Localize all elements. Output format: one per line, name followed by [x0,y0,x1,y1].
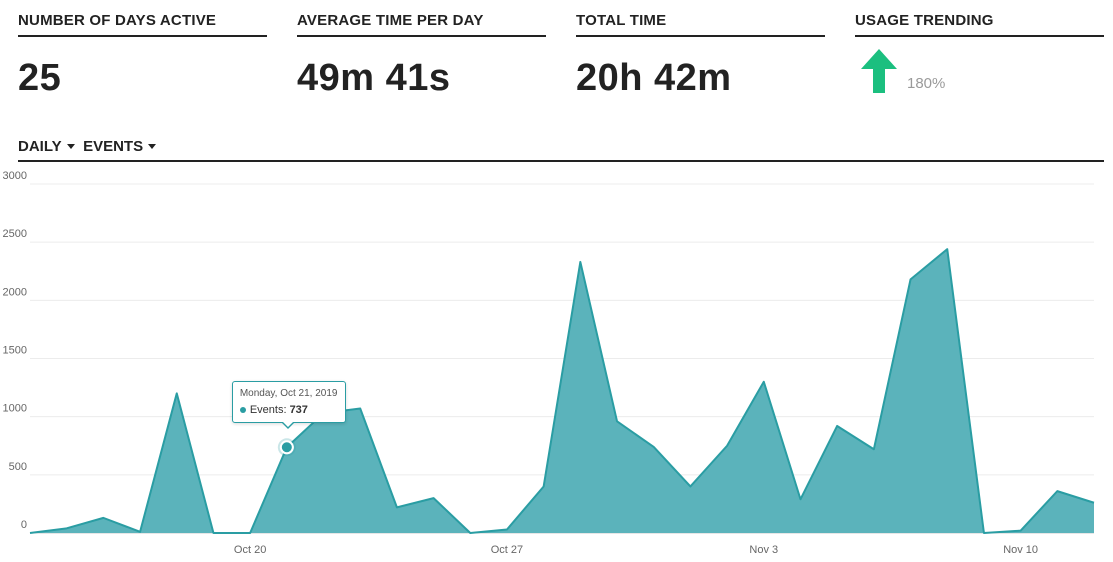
y-tick-label: 1500 [3,345,27,357]
stat-label: AVERAGE TIME PER DAY [297,0,546,37]
tooltip-pointer-inner [281,421,294,428]
stat-value: 49m 41s [297,57,451,99]
highlight-marker [279,440,294,455]
stat-value: 20h 42m [576,57,732,99]
tooltip-series-label: Events: [249,404,287,417]
tooltip-date: Monday, Oct 21, 2019 [239,388,338,400]
interval-dropdown[interactable]: DAILY [18,138,75,155]
trend-percent: 180% [907,75,946,92]
chart-canvas: 0 500 1000 1500 2000 2500 3000 Oct 20 Oct 27 Nov … [3,170,1095,556]
chart-tooltip: Monday, Oct 21, 2019 Events: 737 [231,381,347,430]
y-tick-label: 0 [21,519,27,531]
tooltip-value: 737 [289,404,308,417]
stat-usage-trending: USAGE TRENDING 180% [855,0,1104,110]
caret-down-icon [148,143,157,149]
stat-average-time: AVERAGE TIME PER DAY 49m 41s [297,0,546,110]
chart-controls: DAILY EVENTS [18,138,1104,162]
interval-dropdown-label: DAILY [18,138,62,155]
stat-total-time: TOTAL TIME 20h 42m [576,0,825,110]
y-tick-label: 1000 [3,403,27,415]
series-dot-icon [239,407,246,414]
x-tick-label: Nov 10 [1003,544,1038,556]
metric-dropdown-label: EVENTS [83,138,144,155]
trend-row: 180% [855,49,1104,109]
y-tick-label: 3000 [3,170,27,182]
y-tick-label: 2000 [3,286,27,298]
metric-dropdown[interactable]: EVENTS [83,138,157,155]
stat-label: TOTAL TIME [576,0,825,37]
stat-value: 25 [18,57,62,99]
x-tick-label: Oct 27 [491,544,523,556]
series-line [29,248,1095,534]
x-tick-label: Nov 3 [749,544,778,556]
tooltip-row: Events: 737 [239,404,338,417]
x-tick-label: Oct 20 [234,544,266,556]
stat-days-active: NUMBER OF DAYS ACTIVE 25 [18,0,267,110]
y-tick-label: 2500 [3,228,27,240]
stat-label: NUMBER OF DAYS ACTIVE [18,0,267,37]
events-area-chart: 0 500 1000 1500 2000 2500 3000 Oct 20 Oct 27 Nov … [0,165,1113,562]
y-tick-label: 500 [9,461,27,473]
area-fill [30,249,1094,533]
arrow-up-icon [861,49,897,93]
stat-label: USAGE TRENDING [855,0,1104,37]
caret-down-icon [66,143,75,149]
stats-row: NUMBER OF DAYS ACTIVE 25 AVERAGE TIME PE… [18,0,1104,120]
